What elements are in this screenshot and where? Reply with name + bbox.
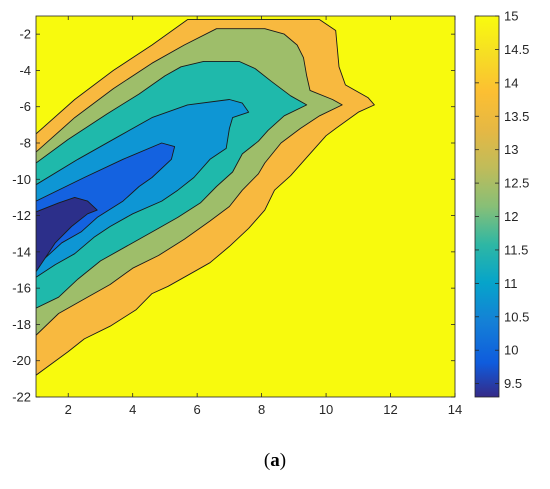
colorbar-tick-label: 15 bbox=[504, 9, 518, 24]
y-tick-label: -6 bbox=[19, 99, 31, 114]
colorbar-gradient bbox=[474, 15, 500, 398]
colorbar-tick-label: 13.5 bbox=[504, 109, 529, 124]
caption-close-paren: ) bbox=[279, 450, 287, 471]
contour-plot-area bbox=[35, 15, 456, 398]
colorbar-tick-label: 10.5 bbox=[504, 309, 529, 324]
colorbar-tick-label: 14.5 bbox=[504, 42, 529, 57]
x-tick-label: 2 bbox=[65, 402, 72, 417]
colorbar-tick-label: 10 bbox=[504, 343, 518, 358]
y-tick-label: -16 bbox=[12, 281, 31, 296]
figure-caption: (a) bbox=[0, 450, 550, 472]
y-tick-label: -4 bbox=[19, 63, 31, 78]
colorbar-tick-label: 11.5 bbox=[504, 242, 528, 257]
y-tick-label: -2 bbox=[19, 27, 31, 42]
y-tick-label: -12 bbox=[12, 208, 31, 223]
colorbar-tick-label: 9.5 bbox=[504, 376, 522, 391]
colorbar: 15 14.5 14 13.5 13 12.5 12 11.5 11 10.5 10 9.5 bbox=[474, 9, 529, 398]
colorbar-tick-label: 12 bbox=[504, 209, 518, 224]
x-tick-label: 6 bbox=[194, 402, 201, 417]
x-axis: 2 4 6 8 10 12 14 bbox=[65, 16, 462, 417]
y-tick-label: -8 bbox=[19, 136, 31, 151]
x-tick-label: 10 bbox=[319, 402, 333, 417]
colorbar-ticks: 15 14.5 14 13.5 13 12.5 12 11.5 11 10.5 10 9.5 bbox=[475, 9, 529, 391]
contour-region-level-11 bbox=[36, 99, 250, 278]
colorbar-tick-label: 11 bbox=[504, 276, 518, 291]
x-tick-label: 8 bbox=[258, 402, 265, 417]
plot-frame bbox=[35, 15, 456, 398]
colorbar-tick-label: 13 bbox=[504, 142, 518, 157]
colorbar-tick-label: 14 bbox=[504, 75, 518, 90]
x-tick-label: 4 bbox=[129, 402, 136, 417]
colorbar-tick-label: 12.5 bbox=[504, 176, 529, 191]
contour-region-level-10 bbox=[36, 142, 176, 267]
x-tick-label: 14 bbox=[448, 402, 462, 417]
caption-open-paren: ( bbox=[263, 450, 271, 471]
caption-letter: a bbox=[270, 450, 280, 471]
contour-region-level-9-5 bbox=[36, 196, 98, 273]
y-axis: -2 -4 -6 -8 -10 -12 -14 -16 -18 -20 -22 bbox=[12, 27, 455, 405]
y-tick-label: -10 bbox=[12, 172, 31, 187]
y-tick-label: -20 bbox=[12, 353, 31, 368]
y-tick-label: -18 bbox=[12, 317, 31, 332]
contour-regions bbox=[36, 19, 375, 376]
y-tick-label: -14 bbox=[12, 244, 31, 259]
x-tick-label: 12 bbox=[383, 402, 397, 417]
y-tick-label: -22 bbox=[12, 390, 31, 405]
